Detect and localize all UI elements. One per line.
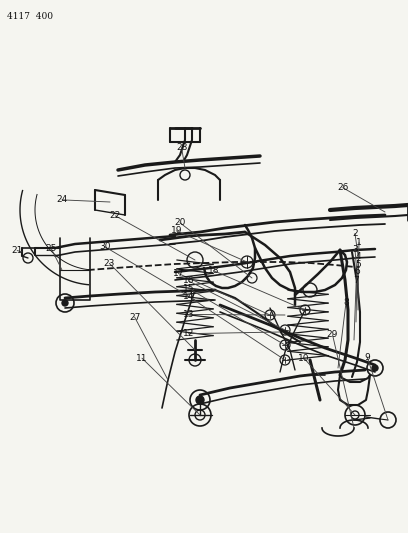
Text: 28: 28 (176, 143, 187, 152)
Text: 11: 11 (136, 354, 148, 362)
Text: 24: 24 (56, 196, 68, 204)
Text: 9: 9 (364, 353, 370, 361)
Text: 25: 25 (46, 245, 57, 253)
Circle shape (372, 365, 378, 371)
Text: 16: 16 (183, 277, 194, 285)
Text: 1: 1 (356, 238, 362, 247)
Text: 3: 3 (352, 245, 358, 254)
Text: 2: 2 (352, 229, 358, 238)
Text: 27: 27 (129, 313, 140, 321)
Text: 6: 6 (354, 268, 360, 276)
Circle shape (62, 300, 68, 306)
Text: 29: 29 (327, 330, 338, 339)
Text: 15: 15 (183, 284, 194, 293)
Text: 19: 19 (171, 227, 182, 235)
Text: 4: 4 (355, 253, 361, 261)
Circle shape (196, 396, 204, 404)
Text: 18: 18 (208, 266, 220, 275)
Text: 23: 23 (104, 259, 115, 268)
Text: 14: 14 (183, 292, 194, 301)
Text: 21: 21 (11, 246, 23, 255)
Text: 22: 22 (110, 212, 121, 220)
Text: 17: 17 (173, 269, 184, 278)
Text: 13: 13 (183, 310, 194, 319)
Text: 5: 5 (355, 260, 361, 269)
Text: 26: 26 (337, 183, 348, 192)
Text: 4117  400: 4117 400 (7, 12, 53, 21)
Text: 10: 10 (298, 354, 310, 362)
Text: 12: 12 (183, 329, 194, 338)
Text: 7: 7 (353, 277, 359, 285)
Text: 20: 20 (174, 219, 186, 227)
Text: 30: 30 (99, 243, 111, 251)
Text: 8: 8 (343, 298, 349, 307)
